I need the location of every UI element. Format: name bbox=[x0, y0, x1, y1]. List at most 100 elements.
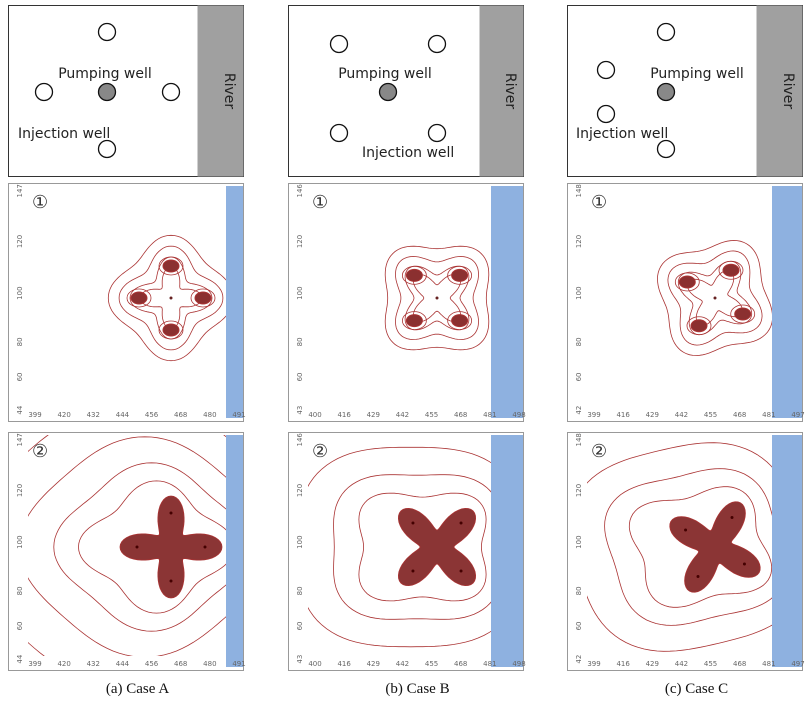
caption: (a) Case A bbox=[106, 681, 169, 697]
panel-marker: ② bbox=[32, 441, 48, 462]
river-label: River bbox=[502, 73, 518, 110]
concentration-core bbox=[405, 268, 423, 282]
x-tick-label: 442 bbox=[396, 411, 409, 419]
contour-line bbox=[358, 492, 487, 602]
panel-marker: ① bbox=[32, 192, 48, 213]
case-column: River Pumping well Injection well ① 399 420 43… bbox=[8, 5, 246, 697]
contour-line bbox=[412, 273, 462, 323]
river bbox=[491, 435, 523, 667]
pumping-well-point bbox=[713, 296, 717, 300]
x-tick-label: 491 bbox=[232, 411, 245, 419]
panel-frame bbox=[567, 432, 803, 671]
contour-line bbox=[126, 288, 152, 308]
x-tick-label: 400 bbox=[308, 660, 321, 668]
contour-line bbox=[657, 240, 772, 356]
x-tick-label: 456 bbox=[145, 411, 159, 419]
contour-line bbox=[628, 486, 772, 608]
pumping-well bbox=[656, 82, 676, 102]
x-tick-label: 468 bbox=[454, 411, 467, 419]
injection-well bbox=[596, 60, 616, 80]
river-label: River bbox=[221, 73, 237, 110]
y-tick-label: 146 bbox=[296, 433, 304, 447]
y-tick-label: 147 bbox=[16, 184, 24, 197]
concentration-core bbox=[451, 268, 469, 282]
contour-line bbox=[447, 311, 473, 331]
injection-label: Injection well bbox=[576, 126, 668, 142]
y-tick-label: 42 bbox=[575, 406, 583, 415]
x-tick-label: 455 bbox=[704, 411, 717, 419]
river bbox=[479, 5, 524, 177]
concentration-core bbox=[734, 307, 752, 321]
contour-panel: ① 400 416 429 442 455 468 481 498 146 120 100 80 60 43 bbox=[288, 183, 526, 422]
concentration-core bbox=[678, 275, 696, 289]
y-tick-label: 146 bbox=[296, 184, 304, 198]
pumping-well bbox=[378, 82, 398, 102]
x-tick-label: 491 bbox=[232, 660, 245, 668]
x-tick-label: 456 bbox=[145, 660, 159, 668]
x-tick-label: 455 bbox=[425, 660, 438, 668]
x-tick-label: 420 bbox=[57, 411, 70, 419]
contour-line bbox=[730, 304, 756, 324]
case-column: River Pumping well Injection well ① 399 416 42… bbox=[567, 5, 805, 697]
x-tick-label: 429 bbox=[646, 411, 659, 419]
contour-line bbox=[604, 468, 772, 626]
y-tick-label: 100 bbox=[575, 286, 583, 299]
contour-line bbox=[718, 260, 744, 280]
x-tick-label: 400 bbox=[308, 411, 321, 419]
x-tick-label: 429 bbox=[367, 411, 380, 419]
y-tick-label: 120 bbox=[16, 235, 24, 248]
contour-line bbox=[404, 265, 470, 331]
injection-well bbox=[34, 82, 54, 102]
well-point bbox=[411, 569, 415, 573]
x-tick-label: 480 bbox=[203, 411, 216, 419]
contours bbox=[107, 234, 226, 362]
y-tick-label: 60 bbox=[16, 373, 24, 382]
x-tick-label: 468 bbox=[454, 660, 467, 668]
x-tick-label: 442 bbox=[396, 660, 409, 668]
well-point bbox=[459, 521, 463, 525]
well-point bbox=[169, 579, 173, 583]
x-tick-label: 498 bbox=[512, 411, 525, 419]
concentration-core bbox=[405, 314, 423, 328]
x-tick-label: 399 bbox=[28, 660, 41, 668]
contour-panel: ② 400 416 429 442 455 468 481 498 146 120 100 80 60 43 bbox=[288, 432, 526, 671]
y-tick-label: 80 bbox=[16, 586, 24, 595]
contour-line bbox=[190, 288, 216, 308]
injection-well bbox=[596, 104, 616, 124]
contours bbox=[308, 446, 491, 648]
x-tick-label: 432 bbox=[87, 660, 100, 668]
concentration-core bbox=[162, 259, 180, 273]
y-tick-label: 60 bbox=[575, 622, 583, 631]
y-tick-label: 43 bbox=[296, 655, 304, 664]
x-tick-label: 416 bbox=[337, 660, 351, 668]
contour-line bbox=[333, 474, 491, 620]
contour-line bbox=[78, 480, 226, 614]
y-tick-label: 60 bbox=[16, 622, 24, 631]
well-diagram: River Pumping well Injection well bbox=[567, 5, 803, 177]
pumping-well-point bbox=[169, 296, 173, 300]
contour-line bbox=[53, 462, 226, 632]
y-tick-label: 44 bbox=[16, 405, 24, 414]
well-point bbox=[696, 574, 700, 578]
x-tick-label: 432 bbox=[87, 411, 100, 419]
x-tick-label: 498 bbox=[512, 660, 525, 668]
contour-line bbox=[587, 442, 772, 652]
y-tick-label: 148 bbox=[575, 433, 583, 446]
panel-frame bbox=[288, 183, 524, 422]
x-tick-label: 420 bbox=[57, 660, 70, 668]
river bbox=[491, 186, 523, 418]
y-tick-label: 120 bbox=[16, 484, 24, 497]
caption: (b) Case B bbox=[385, 681, 449, 697]
river bbox=[197, 5, 244, 177]
well-point bbox=[169, 511, 173, 515]
injection-well bbox=[656, 22, 676, 42]
panel-marker: ① bbox=[591, 192, 607, 213]
contour-line bbox=[686, 316, 712, 336]
x-tick-label: 444 bbox=[116, 660, 130, 668]
river bbox=[756, 5, 803, 177]
y-tick-label: 100 bbox=[296, 286, 304, 299]
x-tick-label: 399 bbox=[28, 411, 41, 419]
x-tick-label: 481 bbox=[483, 411, 496, 419]
concentration-plume bbox=[119, 495, 223, 599]
